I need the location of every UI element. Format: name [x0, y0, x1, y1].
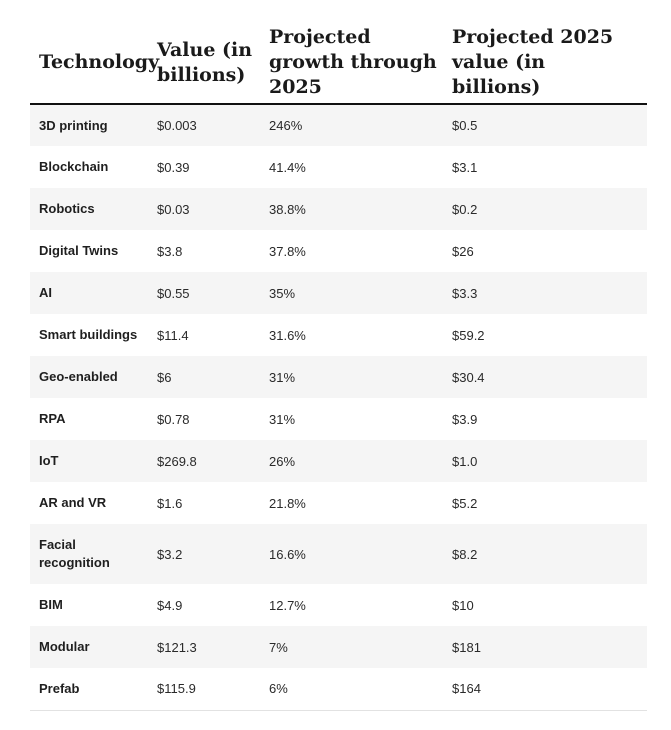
table-row: Prefab $115.9 6% $164: [30, 668, 647, 711]
cell-technology: AI: [30, 272, 154, 314]
cell-projected-value: $26: [452, 230, 647, 272]
table-row: AI $0.55 35% $3.3: [30, 272, 647, 314]
table-row: Robotics $0.03 38.8% $0.2: [30, 188, 647, 230]
cell-value: $3.8: [154, 230, 265, 272]
cell-value: $0.03: [154, 188, 265, 230]
cell-value: $11.4: [154, 314, 265, 356]
cell-technology: BIM: [30, 584, 154, 626]
header-row: Technology Value (in billions) Projected…: [30, 22, 647, 105]
cell-technology: IoT: [30, 440, 154, 482]
cell-technology: Geo-enabled: [30, 356, 154, 398]
table-row: Facial recognition $3.2 16.6% $8.2: [30, 524, 647, 584]
table-row: Smart buildings $11.4 31.6% $59.2: [30, 314, 647, 356]
cell-growth: 41.4%: [265, 146, 452, 188]
cell-projected-value: $3.1: [452, 146, 647, 188]
cell-value: $1.6: [154, 482, 265, 524]
cell-value: $6: [154, 356, 265, 398]
table-header: Technology Value (in billions) Projected…: [30, 22, 647, 105]
cell-projected-value: $3.3: [452, 272, 647, 314]
table-row: AR and VR $1.6 21.8% $5.2: [30, 482, 647, 524]
cell-growth: 31%: [265, 398, 452, 440]
technology-value-table: Technology Value (in billions) Projected…: [30, 22, 647, 711]
cell-value: $121.3: [154, 626, 265, 668]
header-value: Value (in billions): [154, 22, 265, 105]
cell-projected-value: $10: [452, 584, 647, 626]
table-row: Geo-enabled $6 31% $30.4: [30, 356, 647, 398]
cell-technology: Prefab: [30, 668, 154, 711]
cell-projected-value: $3.9: [452, 398, 647, 440]
cell-growth: 7%: [265, 626, 452, 668]
header-projected-growth: Projected growth through 2025: [265, 22, 452, 105]
cell-value: $0.39: [154, 146, 265, 188]
cell-growth: 12.7%: [265, 584, 452, 626]
cell-value: $4.9: [154, 584, 265, 626]
cell-value: $0.55: [154, 272, 265, 314]
cell-value: $115.9: [154, 668, 265, 711]
cell-technology: Facial recognition: [30, 524, 154, 584]
cell-projected-value: $181: [452, 626, 647, 668]
cell-value: $0.003: [154, 104, 265, 146]
cell-growth: 26%: [265, 440, 452, 482]
cell-projected-value: $0.2: [452, 188, 647, 230]
cell-projected-value: $0.5: [452, 104, 647, 146]
header-projected-value: Projected 2025 value (in billions): [452, 22, 647, 105]
cell-technology: Robotics: [30, 188, 154, 230]
cell-growth: 16.6%: [265, 524, 452, 584]
table-row: BIM $4.9 12.7% $10: [30, 584, 647, 626]
cell-projected-value: $30.4: [452, 356, 647, 398]
table-row: Digital Twins $3.8 37.8% $26: [30, 230, 647, 272]
cell-projected-value: $5.2: [452, 482, 647, 524]
cell-value: $3.2: [154, 524, 265, 584]
cell-growth: 35%: [265, 272, 452, 314]
cell-value: $0.78: [154, 398, 265, 440]
cell-technology: RPA: [30, 398, 154, 440]
table-row: Modular $121.3 7% $181: [30, 626, 647, 668]
cell-projected-value: $8.2: [452, 524, 647, 584]
cell-growth: 21.8%: [265, 482, 452, 524]
cell-growth: 37.8%: [265, 230, 452, 272]
header-technology: Technology: [30, 22, 159, 105]
cell-growth: 6%: [265, 668, 452, 711]
technology-table-container: Technology Value (in billions) Projected…: [30, 22, 647, 711]
cell-technology: 3D printing: [30, 104, 154, 146]
cell-technology: Digital Twins: [30, 230, 154, 272]
table-row: Blockchain $0.39 41.4% $3.1: [30, 146, 647, 188]
cell-growth: 31.6%: [265, 314, 452, 356]
cell-value: $269.8: [154, 440, 265, 482]
cell-growth: 31%: [265, 356, 452, 398]
cell-technology: Blockchain: [30, 146, 154, 188]
table-row: RPA $0.78 31% $3.9: [30, 398, 647, 440]
cell-projected-value: $1.0: [452, 440, 647, 482]
cell-technology: Smart buildings: [30, 314, 154, 356]
table-row: 3D printing $0.003 246% $0.5: [30, 104, 647, 146]
cell-projected-value: $164: [452, 668, 647, 711]
table-row: IoT $269.8 26% $1.0: [30, 440, 647, 482]
cell-projected-value: $59.2: [452, 314, 647, 356]
cell-technology: AR and VR: [30, 482, 154, 524]
cell-growth: 38.8%: [265, 188, 452, 230]
cell-growth: 246%: [265, 104, 452, 146]
table-body: 3D printing $0.003 246% $0.5 Blockchain …: [30, 104, 647, 711]
cell-technology: Modular: [30, 626, 154, 668]
